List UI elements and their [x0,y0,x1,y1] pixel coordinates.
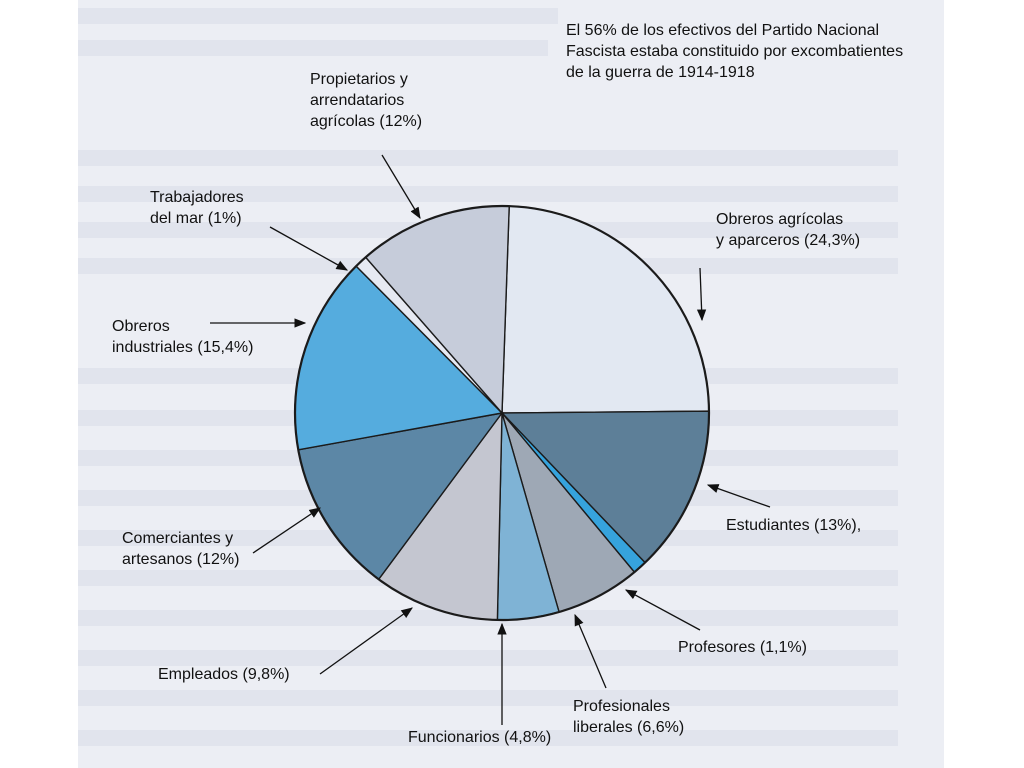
slice-label: Empleados (9,8%) [158,666,290,683]
label-arrow [319,607,413,675]
slice-labels: Obreros agrícolas y aparceros (24,3%) Estu… [112,71,861,746]
slice-label: Funcionarios (4,8%) [408,729,551,746]
pie-outline [293,204,711,622]
label-arrow [574,613,607,689]
slice-label: Trabajadores [150,189,244,206]
label-arrow [624,589,701,631]
slice-label: agrícolas (12%) [310,113,422,130]
label-arrows [210,154,771,725]
chart-note: El 56% de los efectivos del Partido Naci… [566,22,904,81]
label-arrow [269,226,349,271]
label-arrow [252,507,321,554]
slice-label: Profesionales [573,698,670,715]
label-arrow [381,154,421,220]
slice-label: Estudiantes (13%), [726,517,861,534]
slice-label: Comerciantes y [122,530,233,547]
label-arrow [706,484,771,508]
pie-slices [293,204,711,622]
slice-label: Obreros [112,318,170,335]
slice-label: y aparceros (24,3%) [716,232,860,249]
slice-label: artesanos (12%) [122,551,239,568]
slice-label: Obreros agrícolas [716,211,843,228]
slice-label: Profesores (1,1%) [678,639,807,656]
slice-label: Propietarios y [310,71,408,88]
slice-label: liberales (6,6%) [573,719,684,736]
pie-slice [501,205,710,414]
label-arrow [696,267,707,322]
slice-label: arrendatarios [310,92,404,109]
slice-label: del mar (1%) [150,210,242,227]
slice-label: industriales (15,4%) [112,339,253,356]
